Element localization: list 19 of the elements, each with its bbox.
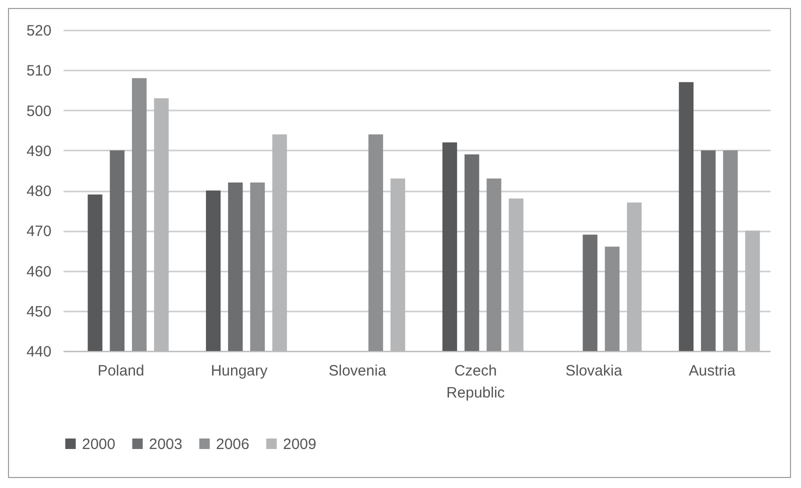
y-tick-label: 510	[26, 62, 52, 80]
legend-label: 2003	[149, 436, 182, 453]
x-tick-label: Poland	[98, 362, 144, 380]
x-tick-label: Austria	[688, 362, 736, 380]
legend-label: 2000	[82, 436, 116, 453]
y-tick-label: 470	[26, 223, 52, 240]
y-tick-label: 450	[26, 303, 52, 320]
legend-label: 2006	[216, 436, 250, 453]
x-tick-label: Czech Republic	[446, 362, 506, 402]
legend-label: 2009	[283, 436, 316, 453]
y-tick-label: 520	[26, 22, 52, 40]
x-tick-label: Slovakia	[565, 362, 623, 380]
y-tick-label: 500	[26, 102, 52, 120]
x-tick-label: Slovenia	[328, 362, 387, 380]
y-tick-label: 480	[26, 183, 52, 200]
y-tick-label: 490	[26, 142, 52, 160]
y-tick-label: 440	[26, 344, 52, 360]
y-tick-label: 460	[26, 263, 52, 280]
x-tick-label: Hungary	[210, 362, 268, 380]
